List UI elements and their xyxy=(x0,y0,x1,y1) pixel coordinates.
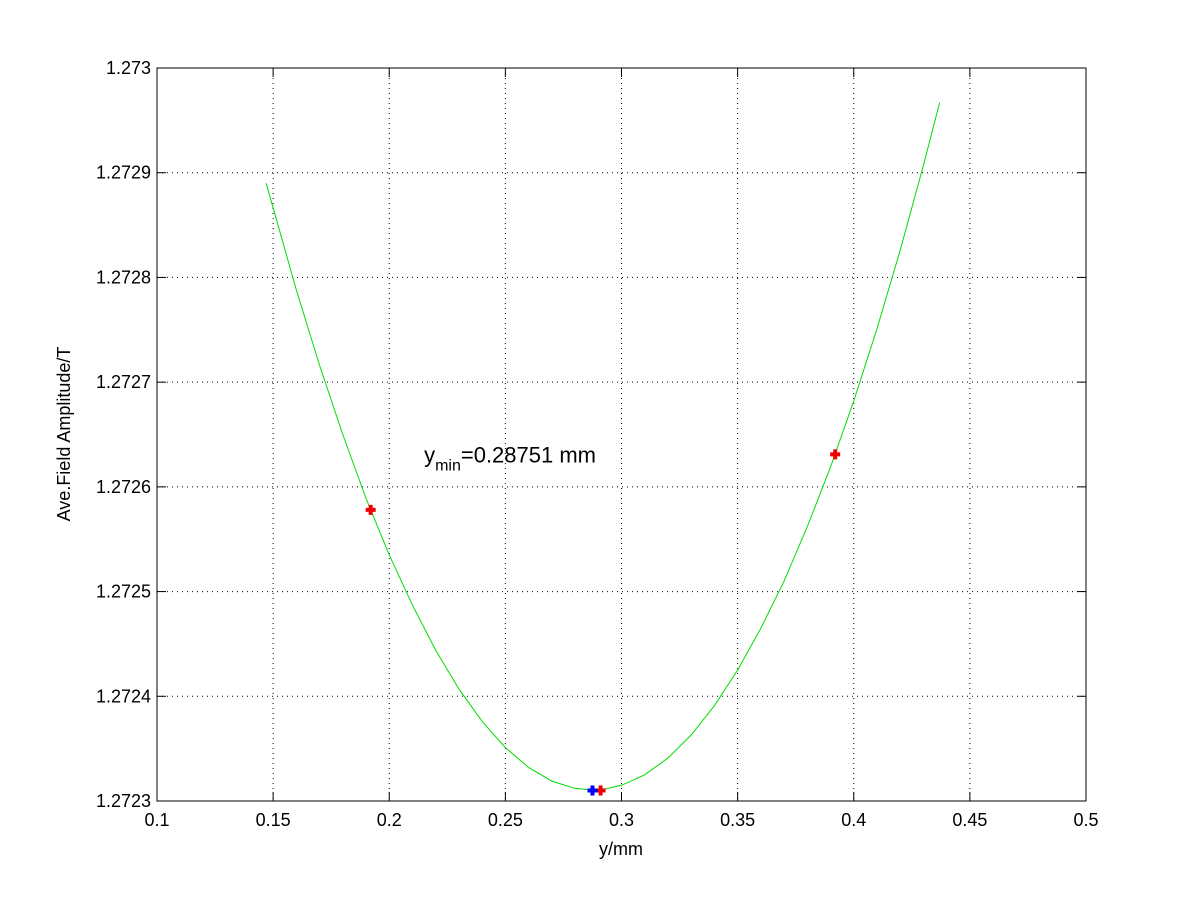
y-tick-label: 1.2725 xyxy=(96,582,151,602)
x-tick-label: 0.5 xyxy=(1073,810,1098,830)
x-tick-label: 0.25 xyxy=(488,810,523,830)
x-tick-label: 0.45 xyxy=(952,810,987,830)
x-axis-label: y/mm xyxy=(599,839,643,859)
y-tick-label: 1.2729 xyxy=(96,163,151,183)
y-tick-label: 1.2724 xyxy=(96,686,151,706)
annotation-text: =0.28751 mm xyxy=(461,442,596,467)
x-tick-label: 0.3 xyxy=(609,810,634,830)
y-tick-label: 1.273 xyxy=(106,58,151,78)
x-tick-label: 0.1 xyxy=(144,810,169,830)
y-tick-label: 1.2727 xyxy=(96,372,151,392)
x-tick-label: 0.4 xyxy=(841,810,866,830)
y-axis-label: Ave.Field Amplitude/T xyxy=(54,347,74,522)
data-point xyxy=(365,504,376,515)
annotation: ymin=0.28751 mm xyxy=(424,442,596,474)
plot-frame xyxy=(156,67,1087,802)
annotation-base: y xyxy=(424,442,435,467)
x-tick-label: 0.2 xyxy=(377,810,402,830)
y-tick-label: 1.2726 xyxy=(96,477,151,497)
x-tick-label: 0.35 xyxy=(720,810,755,830)
y-tick-label: 1.2723 xyxy=(96,791,151,811)
y-tick-label: 1.2728 xyxy=(96,267,151,287)
data-point xyxy=(830,449,841,460)
annotation-subscript: min xyxy=(435,457,461,474)
x-tick-label: 0.15 xyxy=(256,810,291,830)
data-point xyxy=(587,785,598,796)
